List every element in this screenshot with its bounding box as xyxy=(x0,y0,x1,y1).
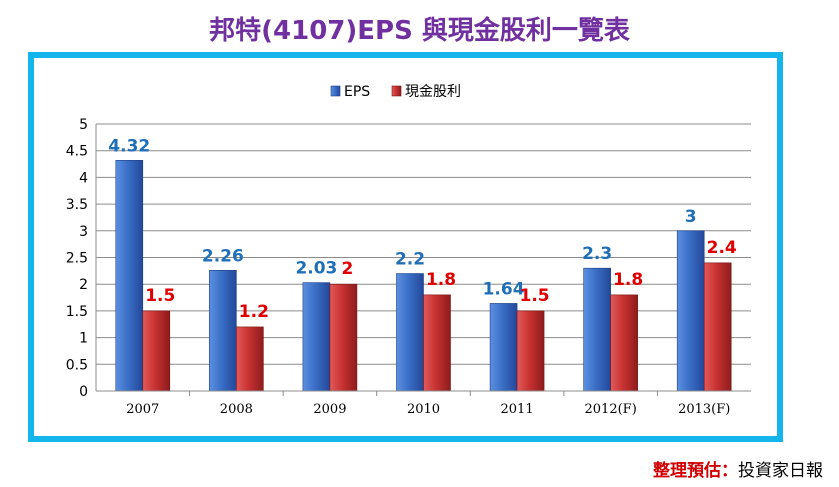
eps-bar xyxy=(396,273,424,392)
dividend-bar xyxy=(703,262,732,392)
eps-value-label: 4.32 xyxy=(108,136,150,156)
source-credit: 整理預估：投資家日報 xyxy=(653,456,823,481)
eps-bar xyxy=(583,267,611,392)
eps-value-label: 2.03 xyxy=(295,259,337,279)
dividend-bar xyxy=(236,326,264,392)
eps-value-label: 2.3 xyxy=(582,244,612,264)
dividend-bar xyxy=(423,294,451,392)
dividend-value-label: 1.5 xyxy=(520,286,550,306)
y-tick-label: 0.5 xyxy=(66,357,88,373)
eps-value-label: 1.64 xyxy=(483,279,525,299)
dividend-bar xyxy=(516,310,545,392)
source-value: 投資家日報 xyxy=(738,461,823,481)
dividend-value-label: 1.5 xyxy=(145,286,175,306)
data-labels: 4.321.52.261.22.03 2 2.21.8 1.641.52.31.832… xyxy=(108,136,737,322)
y-tick-label: 4.5 xyxy=(66,144,88,160)
chart-area: 0 0.5 1 1.5 2 2.5 3 3.5 4 4.5 5 4.32 1.5 2.26 1.2 2.03… xyxy=(66,84,751,417)
legend-dividend-label: 現金股利 xyxy=(405,84,461,100)
dividend-bar xyxy=(329,283,358,392)
y-axis-ticks: 0 0.5 1 1.5 2 2.5 3 3.5 4 4.5 5 xyxy=(66,117,88,400)
x-tick-label: 2007 xyxy=(126,402,159,417)
eps-bar xyxy=(302,282,331,392)
source-label: 整理預估： xyxy=(653,461,738,481)
legend-eps-label: EPS xyxy=(344,84,370,100)
x-axis-ticks: 2007 2008 2009 2010 2011 2012(F) 2013(F) xyxy=(96,390,751,417)
dividend-value-label: 1.8 xyxy=(426,270,456,290)
y-tick-label: 4 xyxy=(79,170,88,186)
dividend-value-label: 1.8 xyxy=(613,270,643,290)
eps-bar xyxy=(676,230,705,392)
eps-bar xyxy=(115,160,144,392)
dividend-value-label: 2.4 xyxy=(707,238,737,258)
bars xyxy=(115,160,732,392)
y-tick-label: 3.5 xyxy=(66,197,88,213)
y-tick-label: 0 xyxy=(79,384,88,400)
eps-bar xyxy=(489,303,518,392)
dividend-bar xyxy=(142,310,171,392)
x-tick-label: 2011 xyxy=(501,402,534,417)
y-tick-label: 3 xyxy=(79,224,88,240)
dividend-bar xyxy=(610,294,638,392)
chart-title: 邦特(4107)EPS 與現金股利一覽表 xyxy=(209,16,630,46)
dividend-value-label: 1.2 xyxy=(239,302,269,322)
y-tick-label: 2.5 xyxy=(66,251,88,267)
y-tick-label: 1 xyxy=(79,331,88,347)
eps-bar xyxy=(209,270,237,392)
x-tick-label: 2009 xyxy=(313,402,346,417)
eps-value-label: 3 xyxy=(685,207,697,227)
x-tick-label: 2010 xyxy=(407,402,440,417)
y-tick-label: 1.5 xyxy=(66,304,88,320)
dividend-value-label: 2 xyxy=(342,259,354,279)
x-tick-label: 2013(F) xyxy=(678,402,730,417)
legend-eps-swatch xyxy=(330,85,341,97)
x-tick-label: 2008 xyxy=(220,402,253,417)
legend: EPS 現金股利 xyxy=(330,84,461,100)
legend-dividend-swatch xyxy=(391,85,402,97)
x-tick-label: 2012(F) xyxy=(585,402,637,417)
eps-value-label: 2.2 xyxy=(395,250,425,270)
eps-value-label: 2.26 xyxy=(202,246,244,266)
y-tick-label: 5 xyxy=(79,117,88,133)
y-tick-label: 2 xyxy=(79,277,88,293)
